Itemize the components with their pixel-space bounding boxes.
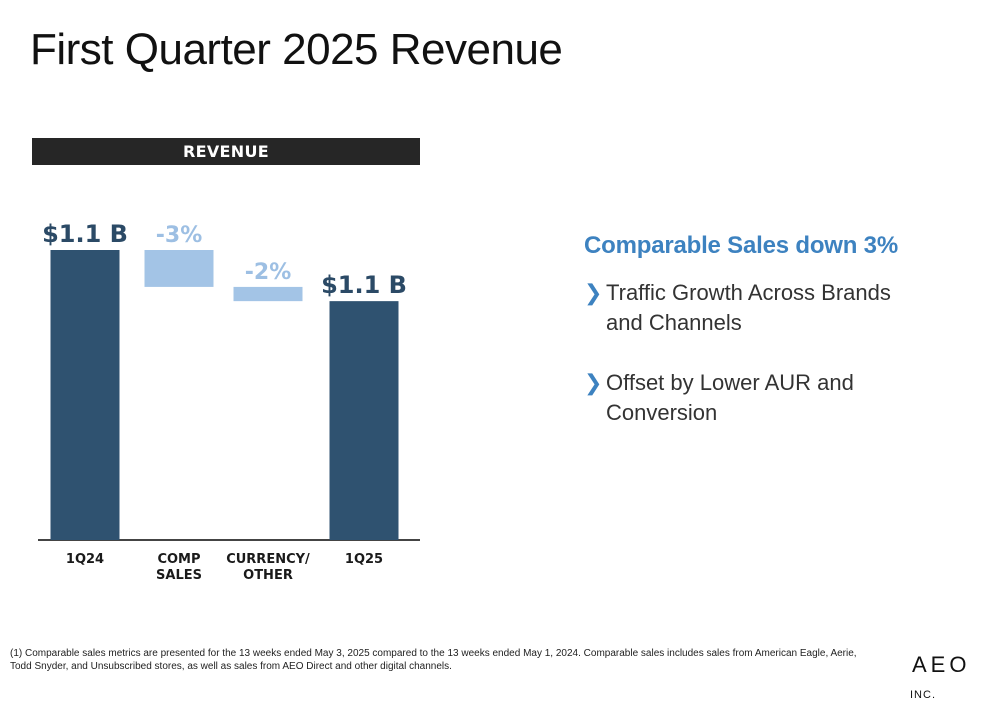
bar bbox=[233, 286, 303, 302]
bar bbox=[50, 250, 120, 540]
page-title: First Quarter 2025 Revenue bbox=[30, 25, 563, 74]
bar bbox=[329, 301, 399, 540]
x-tick-label: COMP bbox=[157, 552, 200, 567]
company-logo: AEO INC. bbox=[910, 652, 1000, 704]
x-tick-label: CURRENCY/ bbox=[226, 552, 310, 567]
chevron-right-icon: ❯ bbox=[584, 280, 603, 305]
data-label: $1.1 B bbox=[42, 220, 128, 248]
panel-headline: Comparable Sales down 3% bbox=[584, 232, 898, 259]
bar bbox=[144, 250, 214, 287]
data-label: -2% bbox=[245, 260, 291, 285]
commentary-panel: Comparable Sales down 3% ❯ Traffic Growt… bbox=[584, 232, 984, 458]
x-tick-label: 1Q24 bbox=[66, 552, 104, 567]
chevron-right-icon: ❯ bbox=[584, 370, 603, 395]
logo-text: AEO bbox=[912, 652, 971, 677]
bullet-item: ❯ Traffic Growth Across Brands and Chann… bbox=[584, 278, 984, 338]
x-tick-label: SALES bbox=[156, 568, 202, 583]
data-label: $1.1 B bbox=[321, 271, 407, 299]
x-tick-label: 1Q25 bbox=[345, 552, 383, 567]
bullet-text: Traffic Growth Across Brands and Channel… bbox=[606, 280, 891, 335]
bullet-item: ❯ Offset by Lower AUR and Conversion bbox=[584, 368, 984, 428]
footnote: (1) Comparable sales metrics are present… bbox=[10, 648, 857, 672]
chart-title-banner: REVENUE bbox=[32, 138, 420, 165]
logo-suffix: INC. bbox=[910, 689, 936, 701]
data-label: -3% bbox=[156, 223, 202, 248]
bullet-text: Offset by Lower AUR and Conversion bbox=[606, 370, 854, 425]
x-tick-label: OTHER bbox=[243, 568, 293, 583]
